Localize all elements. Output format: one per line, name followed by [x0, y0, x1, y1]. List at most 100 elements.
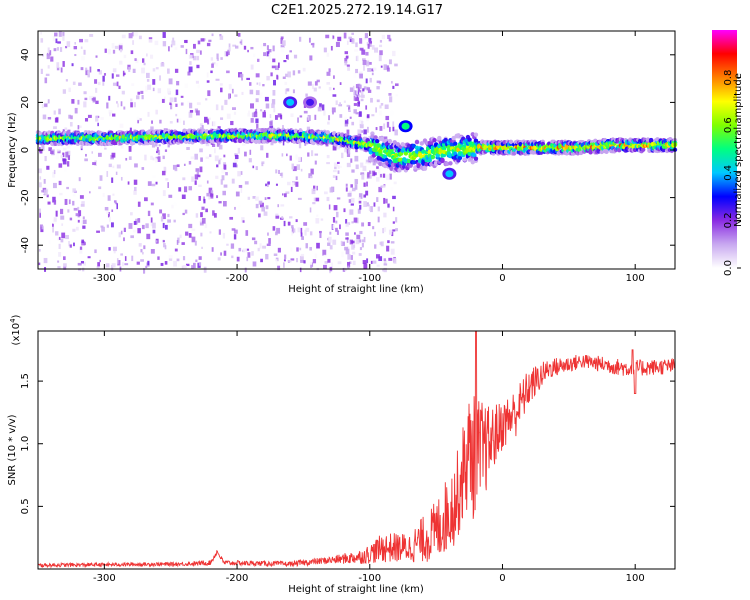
spectrogram-noise-cell	[268, 238, 271, 244]
spectrogram-noise-cell	[249, 89, 254, 95]
spectrogram-noise-cell	[357, 197, 361, 201]
spectrogram-noise-cell	[355, 97, 360, 102]
spectrogram-noise-cell	[66, 150, 71, 156]
spectrogram-noise-cell	[332, 224, 335, 230]
spectrogram-noise-cell	[157, 88, 162, 94]
spectrogram-noise-cell	[395, 94, 398, 97]
spectrogram-noise-cell	[247, 252, 251, 258]
spectrogram-noise-cell	[359, 84, 362, 89]
spectrogram-noise-cell	[77, 210, 82, 217]
spectrogram-noise-cell	[238, 184, 243, 188]
spectrogram-noise-cell	[277, 62, 280, 68]
spectrogram-noise-cell	[290, 182, 295, 186]
spectrogram-noise-cell	[251, 251, 254, 256]
spectrogram-noise-cell	[305, 227, 310, 232]
spectrogram-noise-cell	[58, 243, 61, 250]
spectrogram-noise-cell	[198, 262, 202, 266]
spectrogram-noise-cell	[337, 165, 340, 169]
spectrogram-noise-cell	[273, 107, 276, 113]
spectrogram-noise-cell	[168, 224, 171, 227]
spectrogram-noise-cell	[106, 208, 109, 214]
spectrogram-noise-cell	[162, 155, 165, 160]
spectrogram-noise-cell	[275, 231, 278, 236]
spectrogram-noise-cell	[129, 127, 132, 133]
chart-title: C2E1.2025.272.19.14.G17	[271, 3, 443, 18]
spectrogram-noise-cell	[108, 163, 112, 168]
spectrogram-noise-cell	[259, 243, 262, 249]
spectrogram-noise-cell	[293, 54, 298, 59]
spectrogram-noise-cell	[52, 182, 57, 189]
spectrogram-noise-cell	[297, 227, 301, 233]
spectrogram-noise-cell	[56, 47, 59, 51]
spectrogram-noise-cell	[152, 229, 156, 234]
spectrogram-noise-cell	[379, 50, 383, 56]
spectrogram-noise-cell	[44, 103, 48, 107]
spectrogram-noise-cell	[238, 204, 241, 208]
spectrogram-ridge-cell	[473, 132, 479, 137]
spectrogram-noise-cell	[232, 44, 237, 47]
spectrogram-noise-cell	[308, 173, 313, 179]
spectrogram-noise-cell	[173, 260, 177, 267]
spectrogram-noise-cell	[199, 123, 203, 127]
spectrogram-noise-cell	[111, 209, 114, 212]
spectrogram-noise-cell	[53, 169, 56, 175]
spectrogram-noise-cell	[220, 57, 223, 60]
spectrogram-noise-cell	[358, 95, 362, 98]
spectrogram-noise-cell	[346, 129, 350, 136]
spectrogram-noise-cell	[390, 110, 394, 116]
spectrogram-noise-cell	[316, 242, 320, 249]
spectrogram-noise-cell	[182, 177, 186, 181]
spectrogram-noise-cell	[38, 208, 42, 214]
spectrogram-noise-cell	[39, 182, 42, 188]
spectrogram-noise-cell	[112, 165, 115, 169]
spectrogram-noise-cell	[251, 237, 256, 241]
spectrogram-noise-cell	[287, 181, 291, 186]
spectrogram-noise-cell	[80, 261, 84, 264]
spectrogram-noise-cell	[327, 236, 332, 243]
spectrogram-noise-cell	[255, 98, 259, 103]
spectrogram-noise-cell	[173, 43, 178, 48]
spectrogram-noise-cell	[243, 45, 247, 50]
spectrogram-noise-cell	[145, 85, 148, 92]
spectrogram-noise-cell	[235, 164, 238, 168]
spectrogram-noise-cell	[155, 181, 158, 185]
spectrogram-noise-cell	[192, 55, 197, 61]
spectrogram-noise-cell	[325, 34, 330, 39]
spectrogram-noise-cell	[168, 258, 173, 261]
spectrogram-noise-cell	[278, 169, 280, 174]
spectrogram-noise-cell	[319, 103, 322, 109]
spectrogram-noise-cell	[65, 234, 69, 240]
spectrogram-noise-cell	[332, 35, 335, 39]
spectrogram-noise-cell	[383, 260, 387, 265]
spectrogram-noise-cell	[39, 149, 43, 154]
spectrogram-noise-cell	[332, 94, 337, 97]
spectrogram-noise-cell	[332, 239, 337, 245]
spectrogram-noise-cell	[353, 109, 357, 114]
spectrogram-noise-cell	[344, 51, 349, 55]
spectrogram-noise-cell	[351, 121, 355, 126]
spectrogram-noise-cell	[350, 255, 353, 260]
spectrogram-noise-cell	[343, 100, 346, 103]
spectrogram-noise-cell	[131, 255, 134, 262]
spectrogram-noise-cell	[167, 68, 170, 74]
spectrogram-noise-cell	[176, 80, 180, 86]
spectrogram-noise-cell	[226, 113, 231, 119]
spectrogram-noise-cell	[198, 184, 202, 187]
spectrogram-noise-cell	[257, 58, 260, 62]
spectrogram-noise-cell	[335, 211, 339, 218]
spectrogram-noise-cell	[383, 263, 388, 266]
x-tick-label: -300	[93, 573, 116, 584]
spectrogram-noise-cell	[378, 186, 383, 193]
spectrogram-noise-cell	[256, 82, 259, 85]
spectrogram-noise-cell	[357, 129, 362, 134]
spectrogram-noise-cell	[365, 105, 368, 110]
spectrogram-noise-cell	[54, 117, 59, 123]
spectrogram-noise-cell	[383, 197, 386, 204]
spectrogram-noise-cell	[104, 206, 109, 211]
spectrogram-noise-cell	[216, 164, 219, 168]
spectrogram-noise-cell	[301, 236, 304, 240]
snr-frame	[37, 330, 676, 570]
spectrogram-noise-cell	[367, 43, 370, 49]
spectrogram-noise-cell	[312, 83, 314, 90]
spectrogram-noise-cell	[348, 261, 352, 265]
